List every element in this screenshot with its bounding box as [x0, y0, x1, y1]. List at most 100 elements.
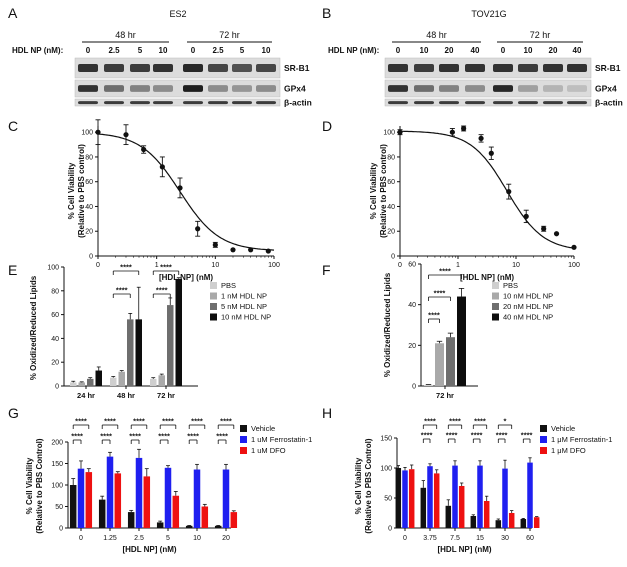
bar-mark [156, 522, 164, 528]
blot-band [414, 85, 434, 92]
bar-mark [230, 512, 238, 528]
bar-F-significance-label: **** [434, 289, 446, 298]
bar-H-y-axis-title: (Relative to PBS Control) [364, 438, 373, 533]
blot-band [414, 64, 434, 72]
bar-plot-y-tick-label: 100 [47, 265, 59, 272]
bar-mark [135, 319, 142, 386]
bar-mark [395, 468, 402, 528]
bar-mark [458, 486, 465, 528]
blot-band [104, 85, 124, 92]
bar-mark [87, 378, 94, 386]
bar-plot-y-tick-label: 60 [408, 262, 416, 269]
bar-mark [114, 473, 122, 528]
blot-timepoint-label: 72 hr [219, 30, 240, 40]
bar-plot-y-tick-label: 0 [388, 526, 392, 533]
bar-mark [402, 470, 408, 528]
bar-plot-y-tick-label: 60 [51, 312, 59, 319]
panel-letter-d: D [322, 118, 332, 134]
legend-entry: PBS [503, 281, 518, 290]
bar-plot-category-label: 10 [193, 535, 201, 542]
dose-plot-y-tick-label: 0 [89, 254, 93, 261]
blot-band [543, 64, 563, 72]
legend-entry: 20 nM HDL NP [503, 302, 553, 311]
bar-mark [445, 505, 452, 528]
bar-plot-category-label: 60 [526, 535, 534, 542]
blot-protein-label: GPx4 [595, 84, 617, 94]
bar-H-significance-label: **** [449, 417, 461, 426]
dose-plot-y-tick-label: 80 [387, 154, 395, 161]
blot-band [493, 64, 513, 72]
bar-plot-y-tick-label: 20 [51, 360, 59, 367]
bar-G-significance-label: **** [71, 432, 83, 441]
bar-mark [175, 278, 182, 386]
blot-band [256, 101, 276, 105]
bar-G-y-axis-title: (Relative to PBS Control) [35, 438, 44, 533]
bar-E-significance-label: **** [116, 286, 128, 295]
bar-mark [508, 513, 515, 528]
dose-data-point [461, 125, 467, 132]
legend-swatch [492, 303, 499, 310]
blot-membrane-strip [384, 79, 592, 98]
bar-plot-category-label: 0 [79, 535, 83, 542]
bar-plot-category-label: 1.25 [103, 535, 117, 542]
dose-data-point [449, 129, 455, 135]
bar-mark [495, 520, 502, 528]
blot-dose-value: 0 [191, 46, 196, 55]
legend-swatch [210, 313, 217, 321]
dose-plot-y-tick-label: 100 [383, 130, 395, 137]
blot-band [567, 85, 587, 92]
blot-membrane-strip [74, 57, 281, 79]
blot-band [130, 101, 150, 105]
bar-mark [98, 499, 106, 528]
blot-band [465, 101, 485, 105]
bar-mark [110, 377, 117, 386]
legend-entry: 1 μM DFO [551, 446, 586, 455]
blot-band [232, 101, 252, 105]
legend-swatch [210, 303, 217, 310]
blot-band [518, 101, 538, 105]
dose-data-point [177, 185, 183, 191]
dose-data-point [212, 242, 218, 248]
dose-data-point [248, 247, 254, 253]
bar-H-significance-label: **** [421, 431, 433, 440]
blot-band [78, 85, 98, 92]
blot-membrane-strip [74, 79, 281, 98]
legend-entry: 10 nM HDL NP [221, 313, 271, 322]
bar-plot-y-tick-label: 100 [51, 483, 63, 490]
legend-swatch [240, 436, 247, 443]
dose-data-point [478, 135, 484, 141]
dose-data-point [571, 244, 577, 250]
dose-data-point [523, 213, 529, 219]
blot-band [388, 101, 408, 105]
bar-plot-category-label: 7.5 [450, 535, 460, 542]
bar-plot-y-tick-label: 20 [408, 343, 416, 350]
bar-G-significance-label: **** [100, 432, 112, 441]
bar-mark [483, 501, 490, 528]
dose-data-point [230, 247, 236, 253]
dose-data-point [265, 248, 271, 254]
bar-H-significance-label: **** [496, 431, 508, 440]
dose-plot-x-tick-label: 0 [96, 262, 100, 269]
bar-plot-y-tick-label: 150 [380, 436, 392, 443]
bar-plot-y-tick-label: 40 [408, 302, 416, 309]
dose-y-axis-title: (Relative to PBS control) [77, 144, 86, 238]
blot-timepoint-label: 72 hr [530, 30, 551, 40]
blot-band [208, 101, 228, 105]
bar-G-significance-label: **** [191, 417, 203, 426]
legend-swatch [492, 282, 499, 289]
blot-protein-label: GPx4 [284, 84, 306, 94]
blot-dose-value: 10 [420, 46, 429, 55]
blot-band [388, 85, 408, 92]
bar-mark [193, 469, 201, 528]
blot-band [567, 101, 587, 105]
blot-band [104, 101, 124, 105]
bar-mark [164, 467, 172, 528]
bar-mark [446, 337, 455, 386]
blot-band [153, 85, 173, 92]
panel-letter-g: G [8, 405, 19, 421]
bar-mark [527, 462, 533, 528]
bar-mark [78, 382, 85, 386]
blot-protein-label: β-actin [284, 98, 312, 108]
bar-E-significance-label: **** [156, 286, 168, 295]
